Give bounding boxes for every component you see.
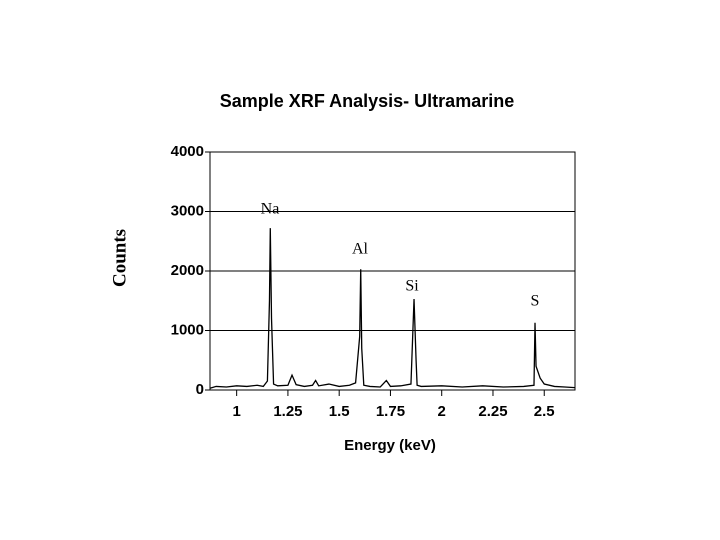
- peak-annotation: Na: [261, 201, 280, 218]
- y-tick-label: 0: [196, 381, 204, 398]
- y-axis-label: Counts: [109, 229, 130, 287]
- x-tick-label: 1.75: [376, 403, 405, 420]
- spectrum-line: [209, 228, 576, 389]
- x-tick-label: 1.25: [273, 403, 302, 420]
- x-axis-label: Energy (keV): [344, 437, 436, 454]
- x-tick-label: 2.5: [534, 403, 555, 420]
- y-tick-label: 1000: [171, 321, 204, 338]
- x-tick-label: 1.5: [329, 403, 350, 420]
- y-tick-label: 2000: [171, 262, 204, 279]
- chart-title: Sample XRF Analysis- Ultramarine: [220, 91, 514, 111]
- peak-annotation: Si: [405, 278, 419, 295]
- x-tick-label: 2.25: [478, 403, 507, 420]
- peak-annotation: S: [531, 293, 540, 310]
- y-tick-label: 3000: [171, 202, 204, 219]
- x-tick-label: 2: [438, 403, 446, 420]
- y-tick-label: 4000: [171, 143, 204, 160]
- x-tick-label: 1: [232, 403, 240, 420]
- peak-annotation: Al: [352, 241, 369, 258]
